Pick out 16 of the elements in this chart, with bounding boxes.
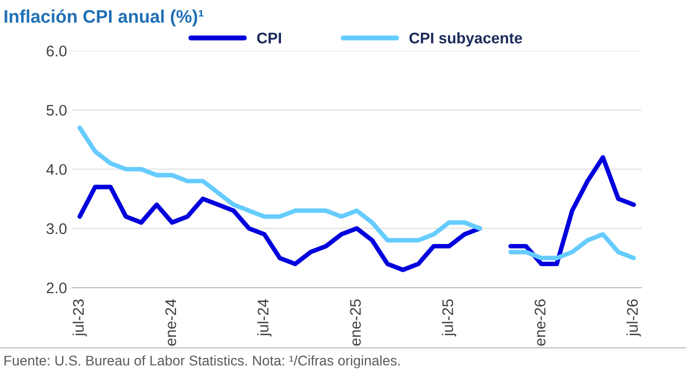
legend-label: CPI subyacente [409,32,522,46]
x-tick-label: jul-23 [72,299,87,336]
x-tick-label: jul-26 [626,299,641,336]
legend-label: CPI [257,32,281,44]
x-tick-label: jul-25 [442,299,456,336]
y-tick-label: 6.0 [46,46,67,56]
x-tick-label: jul-24 [257,299,272,336]
y-tick-label: 3.0 [46,223,67,234]
y-tick-label: 2.0 [46,282,67,294]
x-tick-label: ene-26 [534,299,546,346]
x-tick-label: ene-24 [165,299,176,346]
x-tick-label: ene-25 [350,299,361,346]
chart-title: Inflación CPI anual (%)¹ [4,9,204,26]
y-tick-label: 4.0 [46,164,67,175]
y-tick-label: 5.0 [46,104,67,116]
source-note: Fuente: U.S. Bureau of Labor Statistics. Nota: ¹/Cifras originales. [4,355,400,368]
